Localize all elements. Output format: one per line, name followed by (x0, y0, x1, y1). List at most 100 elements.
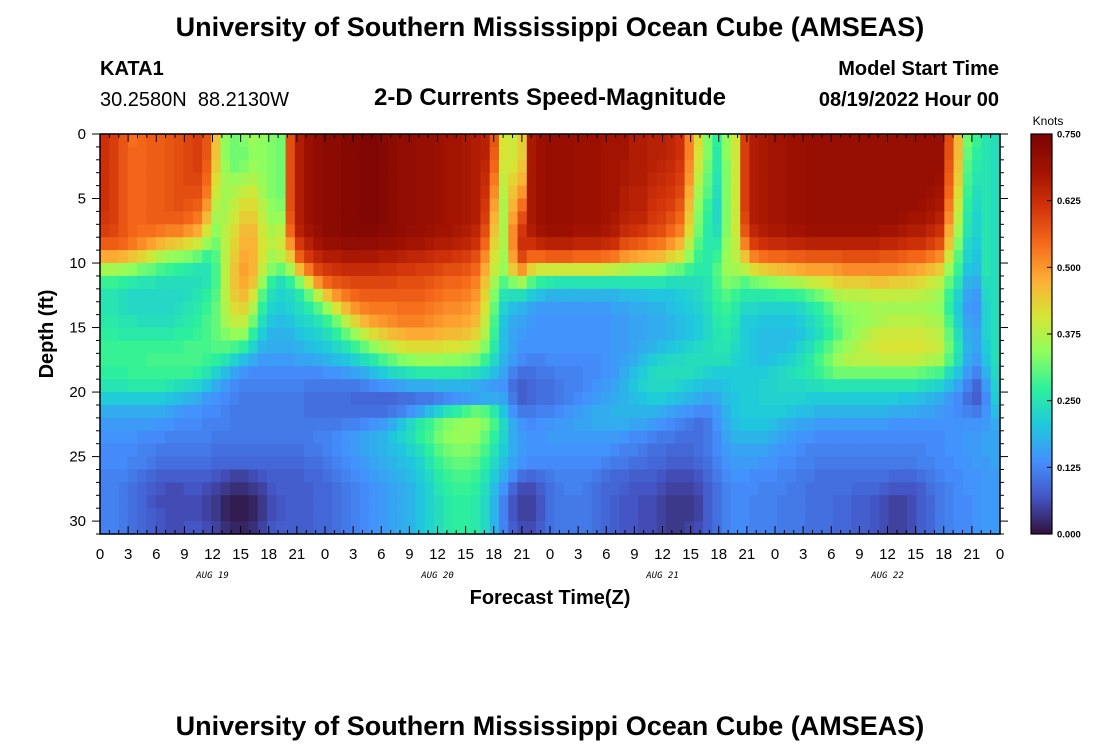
heatmap-cell (879, 404, 890, 419)
heatmap-cell (369, 392, 379, 406)
heatmap-cell (146, 288, 157, 303)
heatmap-cell (498, 366, 509, 380)
heatmap-cell (721, 185, 732, 200)
heatmap-cell (229, 340, 240, 354)
heatmap-cell (415, 146, 426, 161)
heatmap-cell (823, 495, 834, 509)
heatmap-cell (953, 275, 964, 290)
heatmap-cell (768, 456, 778, 471)
heatmap-cell (916, 327, 927, 342)
heatmap-cell (434, 301, 444, 316)
heatmap-cell (860, 482, 871, 496)
heatmap-cell (415, 263, 426, 277)
heatmap-cell (396, 134, 407, 148)
heatmap-cell (248, 456, 259, 471)
heatmap-cell (851, 508, 862, 522)
heatmap-cell (220, 469, 231, 483)
heatmap-cell (508, 327, 519, 342)
heatmap-cell (378, 172, 389, 187)
heatmap-cell (805, 404, 816, 419)
heatmap-cell (257, 353, 268, 367)
heatmap-cell (118, 198, 129, 213)
heatmap-cell (526, 353, 537, 367)
heatmap-cell (267, 482, 277, 496)
heatmap-cell (526, 366, 537, 380)
heatmap-cell (480, 159, 491, 174)
heatmap-cell (925, 353, 936, 367)
heatmap-cell (276, 224, 287, 238)
heatmap-cell (563, 443, 574, 458)
heatmap-cell (127, 263, 138, 277)
heatmap-cell (313, 443, 324, 458)
heatmap-cell (359, 185, 370, 200)
heatmap-cell (591, 430, 602, 445)
heatmap-cell (628, 327, 639, 342)
heatmap-cell (990, 495, 1001, 509)
heatmap-cell (610, 469, 621, 483)
heatmap-cell (647, 469, 658, 483)
heatmap-cell (248, 417, 259, 432)
heatmap-cell (944, 443, 955, 458)
heatmap-cell (601, 224, 611, 238)
heatmap-cell (638, 430, 649, 445)
heatmap-cell (396, 159, 407, 174)
heatmap-cell (109, 198, 120, 213)
heatmap-cell (675, 237, 686, 251)
heatmap-cell (331, 353, 342, 367)
heatmap-cell (740, 495, 751, 509)
heatmap-cell (972, 430, 983, 445)
heatmap-cell (591, 353, 602, 367)
heatmap-cell (192, 404, 203, 419)
heatmap-cell (406, 159, 417, 174)
heatmap-cell (907, 146, 918, 161)
heatmap-cell (387, 198, 398, 213)
heatmap-cell (378, 417, 389, 432)
heatmap-cell (897, 443, 908, 458)
heatmap-cell (573, 469, 584, 483)
heatmap-cell (665, 185, 676, 200)
heatmap-cell (935, 404, 945, 419)
heatmap-cell (925, 327, 936, 342)
heatmap-cell (554, 521, 565, 535)
heatmap-cell (267, 211, 277, 225)
heatmap-cell (276, 288, 287, 303)
heatmap-cell (545, 237, 556, 251)
heatmap-cell (758, 159, 769, 174)
heatmap-cell (981, 159, 992, 174)
heatmap-cell (721, 146, 732, 161)
heatmap-cell (721, 172, 732, 187)
heatmap-cell (990, 443, 1001, 458)
heatmap-cell (730, 224, 741, 238)
heatmap-cell (897, 482, 908, 496)
heatmap-cell (823, 340, 834, 354)
heatmap-cell (220, 417, 231, 432)
heatmap-cell (860, 417, 871, 432)
heatmap-cell (684, 508, 695, 522)
heatmap-cell (536, 417, 546, 432)
heatmap-cell (832, 185, 843, 200)
heatmap-cell (276, 314, 287, 329)
x-tick-label: 9 (855, 546, 863, 563)
x-tick-label: 9 (405, 546, 413, 563)
heatmap-cell (350, 146, 361, 161)
heatmap-cell (730, 211, 741, 225)
heatmap-cell (832, 482, 843, 496)
heatmap-cell (925, 288, 936, 303)
heatmap-cell (192, 263, 203, 277)
heatmap-cell (387, 224, 398, 238)
heatmap-cell (935, 275, 945, 290)
heatmap-cell (935, 301, 945, 316)
heatmap-cell (786, 185, 797, 200)
heatmap-cell (183, 185, 194, 200)
heatmap-cell (304, 250, 314, 264)
heatmap-cell (192, 134, 203, 148)
heatmap-cell (322, 250, 333, 264)
heatmap-cell (610, 379, 621, 393)
heatmap-cell (183, 404, 194, 419)
heatmap-cell (341, 185, 352, 200)
heatmap-cell (879, 263, 890, 277)
heatmap-cell (554, 379, 565, 393)
heatmap-cell (276, 327, 287, 342)
heatmap-cell (554, 482, 565, 496)
